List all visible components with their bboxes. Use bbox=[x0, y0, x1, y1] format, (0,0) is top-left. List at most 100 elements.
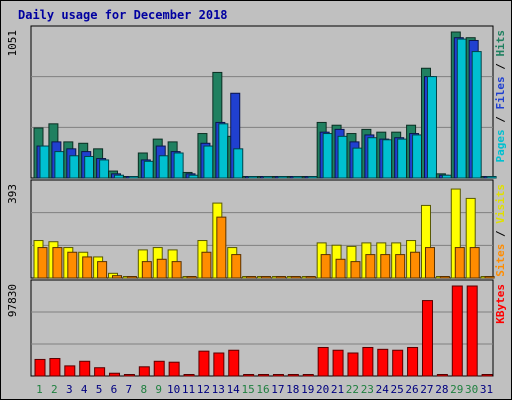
bar-pages-day-28 bbox=[441, 174, 452, 179]
bar-pages-day-18 bbox=[292, 176, 303, 179]
x-tick-label-day-4: 4 bbox=[81, 383, 88, 396]
x-tick-label-day-25: 25 bbox=[391, 383, 404, 396]
bar-sites-day-5 bbox=[97, 261, 108, 279]
x-tick-label-day-23: 23 bbox=[361, 383, 374, 396]
bar-sites-day-29 bbox=[454, 247, 465, 279]
legend-entry: KBytes bbox=[494, 284, 507, 324]
bar-sites-day-9 bbox=[156, 258, 167, 279]
bar-kbytes-day-14 bbox=[228, 349, 240, 377]
bar-pages-day-12 bbox=[203, 145, 214, 179]
bar-sites-day-12 bbox=[201, 251, 212, 279]
x-tick-label-day-19: 19 bbox=[301, 383, 314, 396]
x-tick-label-day-22: 22 bbox=[346, 383, 359, 396]
bar-sites-day-26 bbox=[410, 251, 421, 279]
x-tick-label-day-27: 27 bbox=[420, 383, 433, 396]
bar-pages-day-21 bbox=[337, 135, 348, 179]
bar-kbytes-day-12 bbox=[198, 350, 210, 377]
bar-kbytes-day-13 bbox=[213, 352, 225, 377]
bar-kbytes-day-31 bbox=[481, 374, 493, 377]
x-tick-label-day-11: 11 bbox=[182, 383, 195, 396]
x-tick-label-day-1: 1 bbox=[36, 383, 43, 396]
bar-kbytes-day-6 bbox=[109, 372, 121, 377]
bar-kbytes-day-20 bbox=[317, 346, 329, 377]
x-tick-label-day-17: 17 bbox=[271, 383, 284, 396]
bar-pages-day-16 bbox=[263, 176, 274, 179]
bar-pages-day-2 bbox=[54, 151, 65, 179]
bar-kbytes-day-16 bbox=[258, 374, 270, 377]
bar-pages-day-27 bbox=[426, 76, 437, 179]
x-tick-label-day-3: 3 bbox=[66, 383, 73, 396]
bar-kbytes-day-15 bbox=[243, 374, 255, 377]
panel-bottom-frame bbox=[30, 279, 494, 377]
chart-title: Daily usage for December 2018 bbox=[18, 8, 228, 22]
bar-kbytes-day-25 bbox=[392, 349, 404, 377]
bar-sites-day-21 bbox=[335, 258, 346, 279]
bar-kbytes-day-4 bbox=[79, 360, 91, 377]
bar-sites-day-16 bbox=[261, 276, 272, 279]
bar-pages-day-26 bbox=[412, 134, 423, 179]
bar-kbytes-day-11 bbox=[183, 374, 195, 377]
bar-pages-day-29 bbox=[456, 38, 467, 179]
bar-kbytes-day-19 bbox=[302, 374, 314, 377]
bar-sites-day-13 bbox=[216, 216, 227, 279]
bar-sites-day-2 bbox=[52, 247, 63, 279]
bar-sites-day-1 bbox=[37, 247, 48, 279]
bar-sites-day-30 bbox=[469, 247, 480, 279]
bar-kbytes-day-29 bbox=[451, 285, 463, 377]
x-tick-label-day-5: 5 bbox=[96, 383, 103, 396]
legend-entry: / bbox=[494, 57, 507, 77]
bar-pages-day-5 bbox=[99, 159, 110, 179]
bar-pages-day-20 bbox=[322, 133, 333, 179]
bar-kbytes-day-5 bbox=[94, 367, 106, 377]
x-tick-label-day-30: 30 bbox=[465, 383, 478, 396]
legend-entry: / bbox=[494, 224, 507, 244]
bar-sites-day-27 bbox=[424, 247, 435, 279]
x-tick-label-day-6: 6 bbox=[111, 383, 118, 396]
bar-pages-day-24 bbox=[382, 139, 393, 179]
panel-middle-legend: Sites / Visits bbox=[494, 184, 507, 277]
bar-kbytes-day-3 bbox=[64, 365, 76, 377]
x-tick-label-day-9: 9 bbox=[155, 383, 162, 396]
bar-sites-day-8 bbox=[141, 261, 152, 279]
bar-pages-day-13 bbox=[218, 123, 229, 179]
x-tick-label-day-7: 7 bbox=[126, 383, 133, 396]
x-tick-label-day-12: 12 bbox=[197, 383, 210, 396]
bar-sites-day-24 bbox=[380, 254, 391, 279]
panel-bottom-max-label: 97830 bbox=[6, 284, 19, 317]
bar-pages-day-23 bbox=[367, 137, 378, 179]
bar-sites-day-6 bbox=[112, 275, 123, 279]
x-tick-label-day-26: 26 bbox=[405, 383, 418, 396]
bar-kbytes-day-8 bbox=[138, 366, 150, 377]
panel-middle-max-label: 393 bbox=[6, 184, 19, 204]
bar-sites-day-31 bbox=[484, 276, 495, 279]
bar-pages-day-3 bbox=[69, 155, 80, 179]
bar-pages-day-22 bbox=[352, 147, 363, 179]
bar-sites-day-4 bbox=[82, 256, 93, 279]
legend-entry: Files bbox=[494, 76, 507, 109]
x-tick-label-day-10: 10 bbox=[167, 383, 180, 396]
bar-pages-day-6 bbox=[114, 174, 125, 179]
bar-kbytes-day-18 bbox=[287, 374, 299, 377]
bar-sites-day-20 bbox=[320, 254, 331, 279]
bar-sites-day-18 bbox=[290, 276, 301, 279]
bar-kbytes-day-7 bbox=[123, 374, 135, 377]
bar-sites-day-10 bbox=[171, 261, 182, 279]
bar-kbytes-day-30 bbox=[466, 285, 478, 377]
bar-kbytes-day-28 bbox=[436, 374, 448, 377]
legend-entry: Pages bbox=[494, 129, 507, 162]
bar-kbytes-day-21 bbox=[332, 349, 344, 377]
bar-kbytes-day-24 bbox=[377, 348, 389, 377]
x-tick-label-day-20: 20 bbox=[316, 383, 329, 396]
bar-sites-day-22 bbox=[350, 261, 361, 279]
bar-sites-day-17 bbox=[275, 276, 286, 279]
legend-entry: Hits bbox=[494, 30, 507, 57]
bar-kbytes-day-2 bbox=[49, 358, 61, 377]
bar-pages-day-19 bbox=[307, 176, 318, 179]
bar-kbytes-day-27 bbox=[421, 300, 433, 377]
x-tick-label-day-21: 21 bbox=[331, 383, 344, 396]
panel-top-max-label: 1051 bbox=[6, 30, 19, 57]
bar-pages-day-17 bbox=[277, 176, 288, 179]
bar-kbytes-day-1 bbox=[34, 358, 46, 377]
bar-pages-day-11 bbox=[188, 174, 199, 179]
